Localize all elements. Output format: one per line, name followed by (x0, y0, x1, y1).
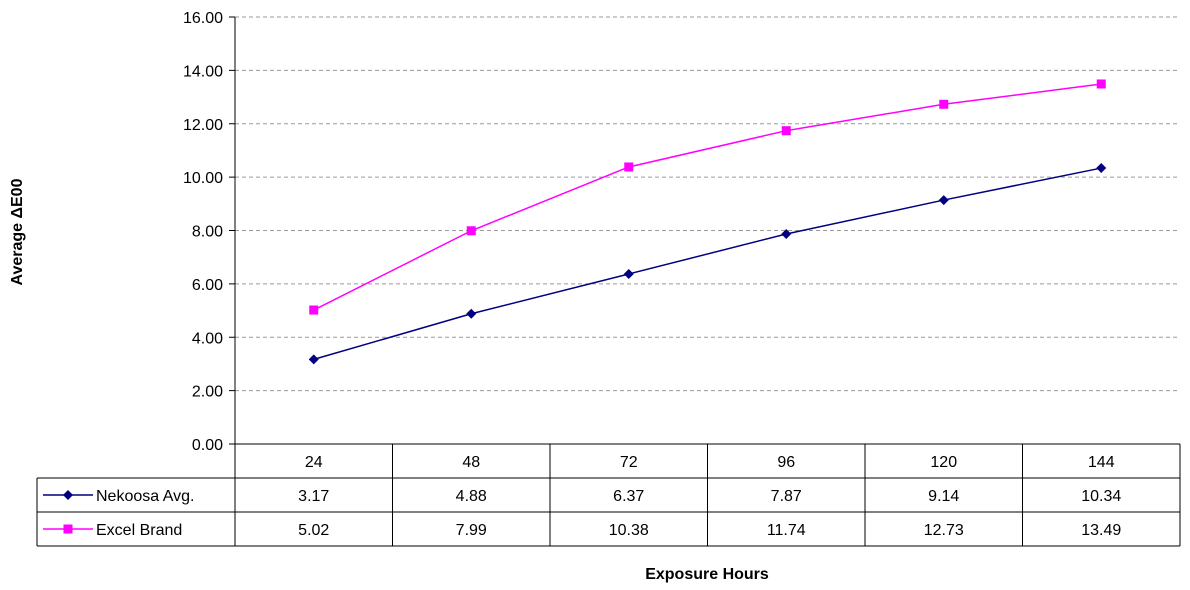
data-label: 7.99 (456, 522, 487, 539)
data-point (309, 305, 319, 315)
series-lines (308, 79, 1107, 365)
y-tick-label: 6.00 (192, 277, 223, 294)
y-tick-label: 10.00 (183, 170, 223, 187)
y-tick-label: 16.00 (183, 10, 223, 27)
data-label: 10.34 (1081, 488, 1121, 505)
series-line (313, 167, 1102, 361)
data-point (623, 269, 634, 280)
data-table: 24 48 72 96 120 144 Nekoosa Avg. 3.17 4.88 6.37 7.… (36, 443, 1181, 547)
data-label: 7.87 (771, 488, 802, 505)
data-label: 3.17 (298, 488, 329, 505)
legend-entry: Nekoosa Avg. (96, 488, 194, 505)
data-label: 13.49 (1081, 522, 1121, 539)
x-category-label: 120 (930, 454, 957, 471)
y-tick-label: 4.00 (192, 330, 223, 347)
legend-key-marker (63, 490, 73, 500)
x-category-label: 48 (462, 454, 480, 471)
x-category-label: 24 (305, 454, 323, 471)
y-axis-title: Average ΔE00 (9, 178, 26, 285)
x-category-label: 144 (1088, 454, 1115, 471)
y-tick-label: 0.00 (192, 437, 223, 454)
data-point (624, 162, 634, 172)
y-tick-label: 12.00 (183, 117, 223, 134)
data-label: 9.14 (928, 488, 959, 505)
data-point (938, 195, 949, 206)
data-point (466, 308, 477, 319)
data-label: 10.38 (609, 522, 649, 539)
data-point (781, 228, 792, 239)
y-tick-label: 8.00 (192, 224, 223, 241)
x-axis-title: Exposure Hours (645, 566, 769, 583)
legend-key-marker (63, 524, 73, 534)
data-label: 4.88 (456, 488, 487, 505)
y-tick-label: 14.00 (183, 63, 223, 80)
legend-entry: Excel Brand (96, 522, 182, 539)
y-tick-labels: 0.00 2.00 4.00 6.00 8.00 10.00 12.00 14.00 16.00 (183, 10, 223, 454)
data-point (781, 126, 791, 136)
data-label: 11.74 (767, 522, 806, 539)
data-label: 5.02 (298, 522, 329, 539)
y-tick-label: 2.00 (192, 384, 223, 401)
data-label: 6.37 (613, 488, 644, 505)
data-point (308, 354, 319, 365)
x-category-label: 72 (620, 454, 638, 471)
data-label: 12.73 (924, 522, 964, 539)
gridlines (235, 16, 1180, 392)
data-point (1096, 79, 1106, 89)
axes (229, 16, 236, 445)
data-point (1096, 163, 1107, 174)
data-point (939, 99, 949, 109)
data-point (466, 226, 476, 236)
x-category-label: 96 (777, 454, 795, 471)
series-line (313, 83, 1102, 311)
